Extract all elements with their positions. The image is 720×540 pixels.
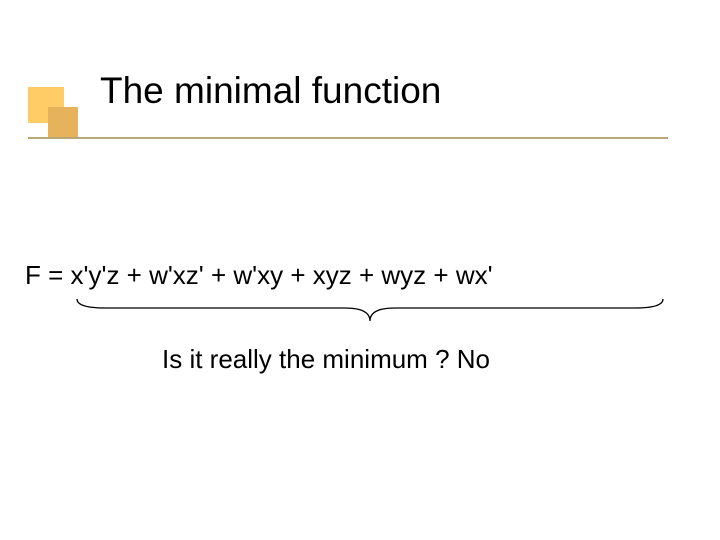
slide-title: The minimal function [100,70,441,112]
formula-text: F = x'y'z + w'xz' + w'xy + xyz + wyz + w… [25,260,493,291]
curly-brace-icon [75,297,665,323]
bullet-square-front [48,107,78,137]
title-underline [28,137,668,139]
question-text: Is it really the minimum ? No [162,344,490,375]
